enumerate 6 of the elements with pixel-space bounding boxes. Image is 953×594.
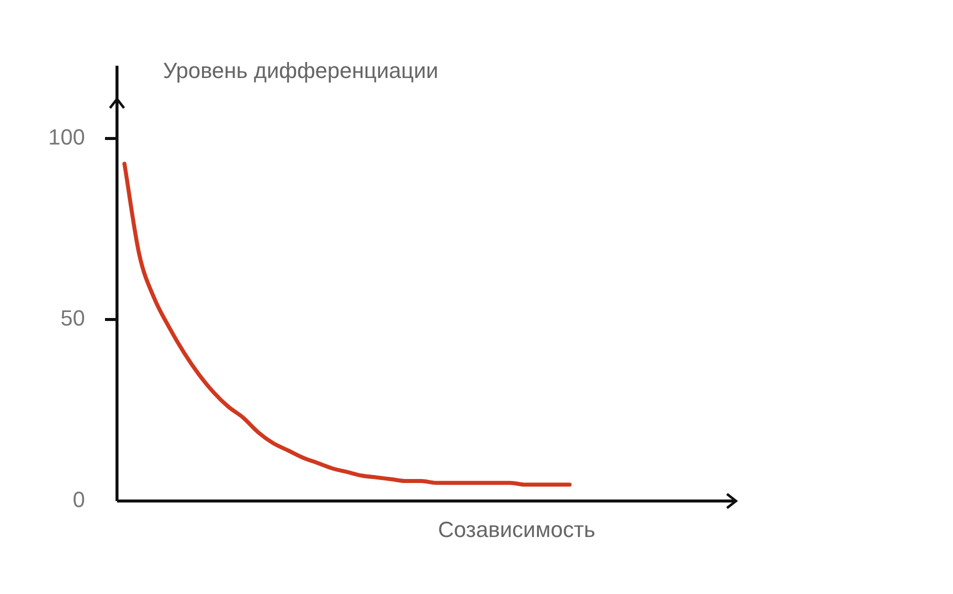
line-series (122, 162, 572, 487)
y-tick-label: 100 (48, 124, 85, 150)
y-tick-label: 50 (60, 306, 85, 331)
x-axis-title: Созависимость (438, 517, 596, 542)
y-tick-label: 0 (72, 487, 85, 512)
y-axis-title: Уровень дифференциации (163, 58, 438, 83)
